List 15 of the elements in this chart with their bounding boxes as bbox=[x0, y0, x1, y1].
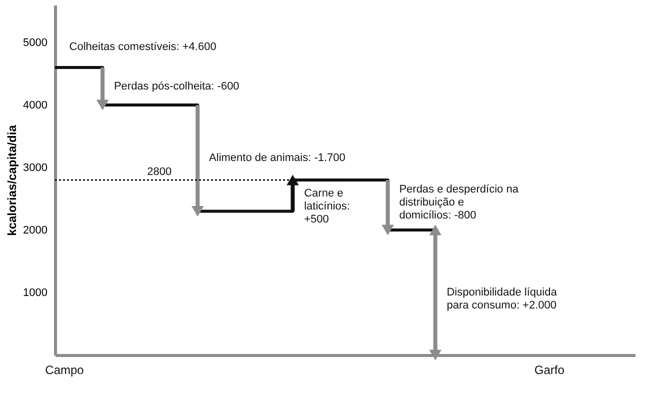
y-tick-label: 4000 bbox=[23, 100, 48, 112]
ref-line-label: 2800 bbox=[147, 166, 172, 178]
y-axis-title: kcalorias/capita/dia bbox=[5, 124, 20, 236]
y-tick-label: 5000 bbox=[23, 37, 48, 49]
text: Garfo bbox=[534, 363, 565, 377]
annotation: Perdas pós-colheita: -600 bbox=[114, 80, 240, 92]
annotation: Perdas e desperdício na distribuição e domicílios: -800 bbox=[399, 183, 520, 222]
text: Campo bbox=[45, 363, 84, 377]
annotation: Colheitas comestíveis: +4.600 bbox=[69, 40, 216, 53]
annotation: Disponibilidade líquida para consumo: +2.000 bbox=[446, 286, 558, 312]
y-tick-label: 2000 bbox=[23, 224, 48, 236]
y-tick-label: 3000 bbox=[23, 162, 48, 174]
annotation: Alimento de animais: -1.700 bbox=[209, 152, 346, 164]
y-tick-label: 1000 bbox=[23, 287, 48, 299]
annotation: Carne e laticínios: +500 bbox=[304, 188, 350, 226]
